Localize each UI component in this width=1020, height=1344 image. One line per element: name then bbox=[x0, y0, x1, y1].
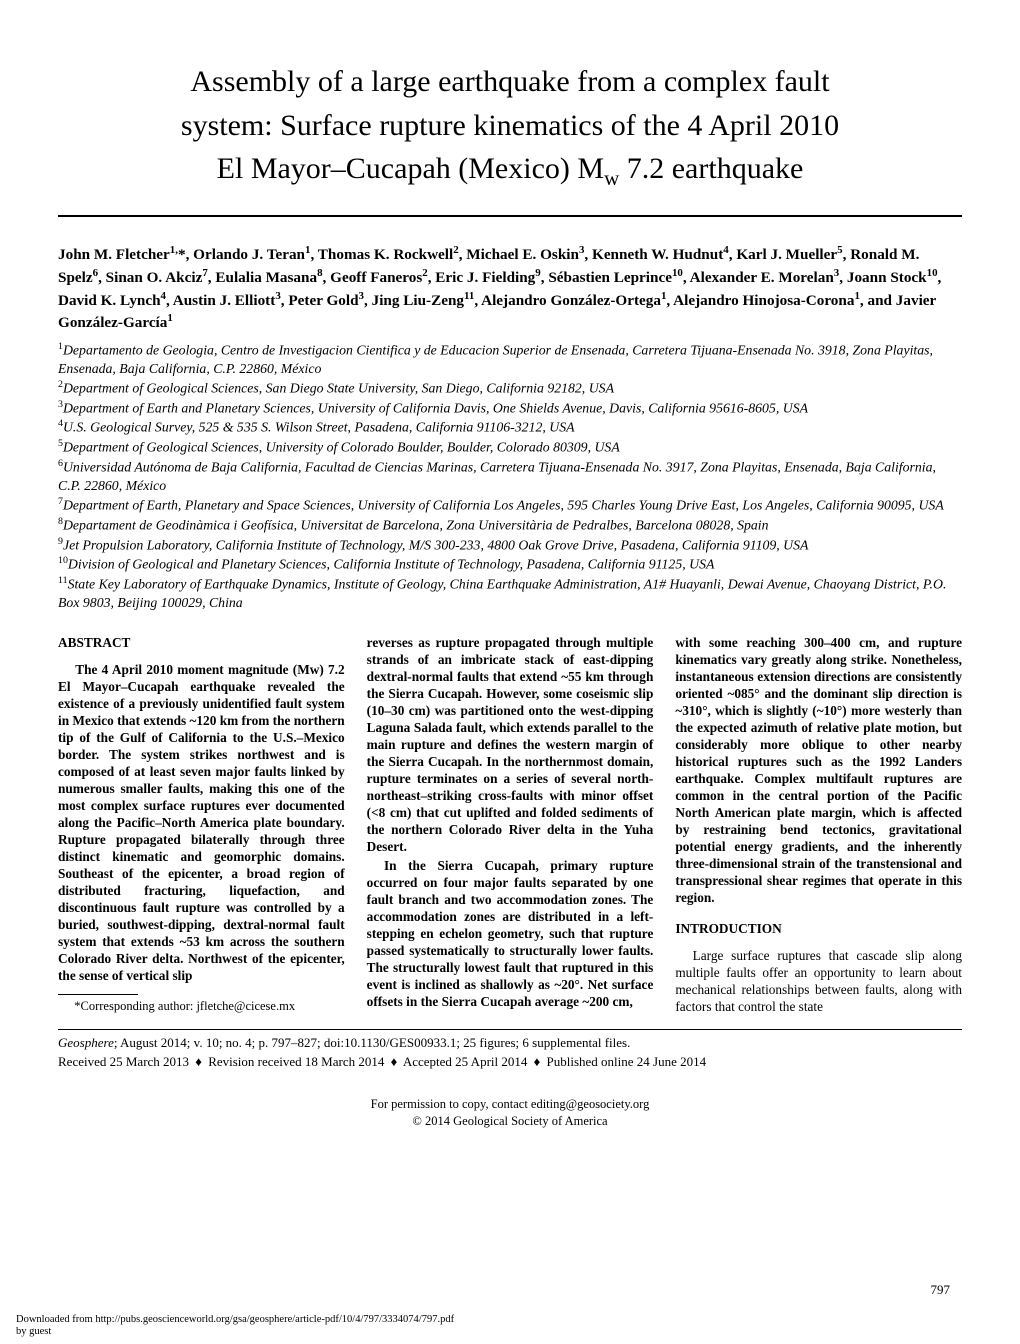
affiliation-item: 6Universidad Autónoma de Baja California… bbox=[58, 457, 962, 495]
affiliation-item: 7Department of Earth, Planetary and Spac… bbox=[58, 495, 962, 515]
title-line-3: El Mayor–Cucapah (Mexico) Mw 7.2 earthqu… bbox=[58, 147, 962, 193]
permissions-block: For permission to copy, contact editing@… bbox=[58, 1096, 962, 1130]
diamond-icon: ♦ bbox=[388, 1053, 401, 1072]
affiliation-item: 1Departamento de Geologia, Centro de Inv… bbox=[58, 340, 962, 378]
diamond-icon: ♦ bbox=[192, 1053, 205, 1072]
title-line-1: Assembly of a large earthquake from a co… bbox=[58, 60, 962, 104]
column-2: reverses as rupture propagated through m… bbox=[367, 634, 654, 1015]
abstract-col1-p1: The 4 April 2010 moment magnitude (Mw) 7… bbox=[58, 661, 345, 984]
affiliation-item: 2Department of Geological Sciences, San … bbox=[58, 378, 962, 398]
citation-block: Geosphere; August 2014; v. 10; no. 4; p.… bbox=[58, 1029, 962, 1072]
affiliation-item: 4U.S. Geological Survey, 525 & 535 S. Wi… bbox=[58, 417, 962, 437]
page-number: 797 bbox=[931, 1282, 951, 1298]
revision-text: Revision received 18 March 2014 bbox=[208, 1054, 384, 1069]
download-line-2: by guest bbox=[16, 1326, 454, 1338]
download-watermark: Downloaded from http://pubs.geosciencewo… bbox=[16, 1314, 454, 1338]
article-title: Assembly of a large earthquake from a co… bbox=[58, 60, 962, 193]
body-columns: ABSTRACT The 4 April 2010 moment magnitu… bbox=[58, 634, 962, 1015]
accepted-text: Accepted 25 April 2014 bbox=[403, 1054, 528, 1069]
author-list: John M. Fletcher1,*, Orlando J. Teran1, … bbox=[58, 243, 962, 333]
affiliation-item: 5Department of Geological Sciences, Univ… bbox=[58, 437, 962, 457]
column-3: with some reaching 300–400 cm, and ruptu… bbox=[675, 634, 962, 1015]
citation-line-1: Geosphere; August 2014; v. 10; no. 4; p.… bbox=[58, 1034, 962, 1053]
affiliation-item: 8Departament de Geodinàmica i Geofísica,… bbox=[58, 515, 962, 535]
column-1: ABSTRACT The 4 April 2010 moment magnitu… bbox=[58, 634, 345, 1015]
affiliation-item: 3Department of Earth and Planetary Scien… bbox=[58, 398, 962, 418]
citation-line-2: Received 25 March 2013 ♦ Revision receiv… bbox=[58, 1053, 962, 1072]
title-line-3-tail: 7.2 earthquake bbox=[619, 152, 803, 185]
abstract-col2-p2: In the Sierra Cucapah, primary rupture o… bbox=[367, 857, 654, 1010]
affiliation-item: 11State Key Laboratory of Earthquake Dyn… bbox=[58, 574, 962, 612]
title-subscript-w: w bbox=[604, 166, 619, 190]
title-line-2: system: Surface rupture kinematics of th… bbox=[58, 104, 962, 148]
abstract-col3-p1: with some reaching 300–400 cm, and ruptu… bbox=[675, 634, 962, 906]
abstract-heading: ABSTRACT bbox=[58, 634, 345, 651]
permissions-line-1: For permission to copy, contact editing@… bbox=[58, 1096, 962, 1113]
citation-rest: ; August 2014; v. 10; no. 4; p. 797–827;… bbox=[114, 1035, 631, 1050]
journal-name: Geosphere bbox=[58, 1035, 114, 1050]
introduction-heading: INTRODUCTION bbox=[675, 920, 962, 937]
title-line-3-head: El Mayor–Cucapah (Mexico) M bbox=[217, 152, 604, 185]
affiliation-item: 10Division of Geological and Planetary S… bbox=[58, 554, 962, 574]
download-line-1: Downloaded from http://pubs.geosciencewo… bbox=[16, 1314, 454, 1326]
diamond-icon: ♦ bbox=[531, 1053, 544, 1072]
published-text: Published online 24 June 2014 bbox=[547, 1054, 707, 1069]
introduction-p1: Large surface ruptures that cascade slip… bbox=[675, 947, 962, 1015]
title-rule bbox=[58, 215, 962, 217]
affiliation-list: 1Departamento de Geologia, Centro de Inv… bbox=[58, 340, 962, 612]
abstract-col2-p1: reverses as rupture propagated through m… bbox=[367, 634, 654, 855]
corresponding-author-footnote: *Corresponding author: jfletche@cicese.m… bbox=[58, 998, 345, 1014]
received-text: Received 25 March 2013 bbox=[58, 1054, 189, 1069]
affiliation-item: 9Jet Propulsion Laboratory, California I… bbox=[58, 535, 962, 555]
permissions-line-2: © 2014 Geological Society of America bbox=[58, 1113, 962, 1130]
footnote-separator bbox=[58, 994, 138, 995]
